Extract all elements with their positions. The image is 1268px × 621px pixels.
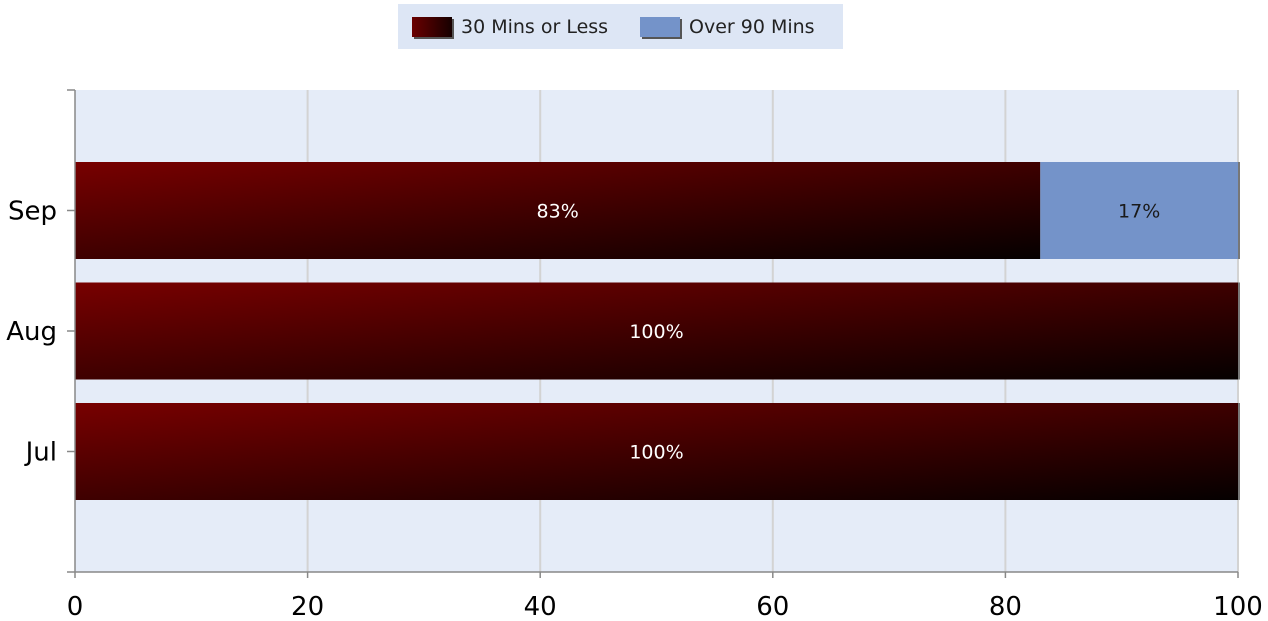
chart-legend: 30 Mins or Less Over 90 Mins	[398, 4, 843, 49]
x-tick-label: 100	[1213, 592, 1263, 621]
y-tick-label: Aug	[6, 317, 57, 347]
bar-jul-series-1	[75, 403, 1238, 500]
bar-aug-series-1	[75, 282, 1238, 380]
bar-data-label: 100%	[629, 442, 683, 464]
bar-data-label: 83%	[537, 201, 579, 223]
bar-data-label: 100%	[629, 321, 683, 343]
y-tick-label: Sep	[8, 197, 57, 227]
bar-data-label: 17%	[1118, 201, 1160, 223]
x-tick-label: 60	[756, 592, 789, 621]
bars	[75, 162, 1240, 500]
bar-sep-series-2	[1040, 162, 1238, 259]
y-axis-ticks: Sep Aug Jul	[6, 197, 75, 468]
x-tick-label: 80	[989, 592, 1022, 621]
legend-swatch-30-mins-or-less	[412, 17, 452, 37]
x-axis-ticks: 0 20 40 60 80 100	[67, 572, 1263, 621]
y-tick-label: Jul	[24, 438, 57, 468]
x-tick-label: 20	[291, 592, 324, 621]
legend-label-30-mins-or-less: 30 Mins or Less	[461, 16, 609, 38]
bar-sep-series-1	[75, 162, 1041, 259]
legend-item-over-90-mins: Over 90 Mins	[640, 15, 815, 39]
x-tick-label: 40	[524, 592, 557, 621]
x-tick-label: 0	[67, 592, 84, 621]
legend-label-over-90-mins: Over 90 Mins	[689, 16, 815, 38]
legend-item-30-mins-or-less: 30 Mins or Less	[412, 15, 608, 39]
data-labels: 83% 17% 100% 100%	[537, 201, 1161, 464]
legend-swatch-over-90-mins	[640, 17, 680, 37]
